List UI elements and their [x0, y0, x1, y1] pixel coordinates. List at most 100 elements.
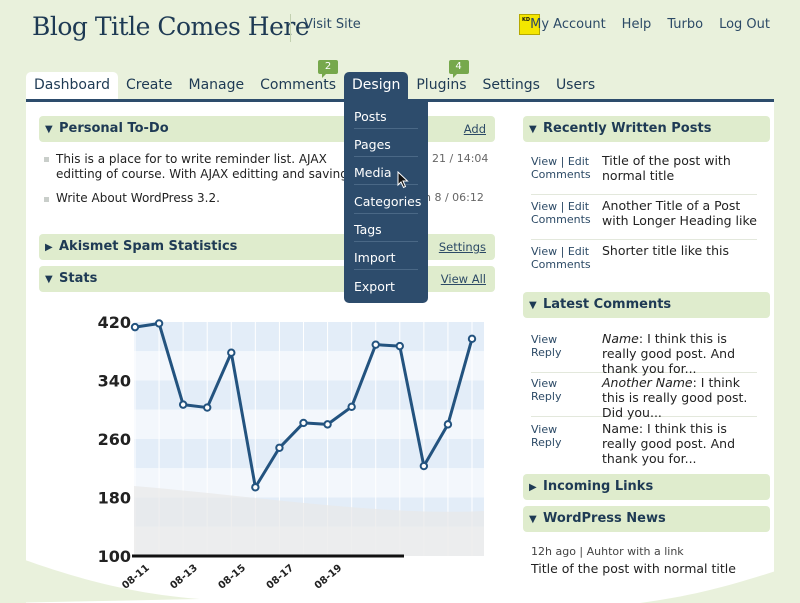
turbo-link[interactable]: Turbo	[667, 17, 704, 32]
view-link[interactable]: View	[531, 423, 558, 436]
y-tick-label: 100	[98, 547, 131, 566]
dashboard-content: ▼ Personal To-Do Add This is a place for …	[26, 102, 774, 603]
comment-row-links: View Reply	[531, 423, 597, 449]
tab-settings[interactable]: Settings	[475, 72, 548, 100]
comment-excerpt[interactable]: Name: I think this is really good post. …	[602, 421, 762, 466]
tab-design[interactable]: Design	[344, 72, 409, 100]
recent-posts-title: Recently Written Posts	[543, 121, 712, 136]
collapse-down-icon[interactable]: ▼	[45, 124, 53, 135]
comment-row: View Reply Another Name: I think this is …	[531, 375, 757, 420]
page-bottom-wave	[0, 551, 800, 603]
todo-item[interactable]: This is a place for to write reminder li…	[56, 152, 352, 181]
comments-link[interactable]: Comments	[531, 258, 591, 271]
tab-dashboard[interactable]: Dashboard	[26, 72, 118, 100]
comment-excerpt[interactable]: Name: I think this is really good post. …	[602, 331, 762, 376]
tab-label: Plugins	[416, 77, 467, 93]
reply-link[interactable]: Reply	[531, 346, 562, 359]
bullet-icon	[44, 197, 49, 202]
todo-item[interactable]: Write About WordPress 3.2.	[56, 191, 220, 205]
menu-item-media[interactable]: Media	[354, 157, 418, 185]
news-meta[interactable]: 12h ago | Auhtor with a link	[531, 545, 684, 558]
recent-post-row: View | Edit Comments Shorter title like t…	[531, 243, 757, 274]
reply-link[interactable]: Reply	[531, 436, 562, 449]
incoming-links-title: Incoming Links	[543, 479, 654, 494]
y-tick-label: 260	[98, 430, 131, 449]
tab-manage[interactable]: Manage	[181, 72, 253, 100]
comment-row: View Reply Name: I think this is really g…	[531, 421, 757, 466]
incoming-links-box-header[interactable]: ▶ Incoming Links	[523, 474, 770, 500]
data-point	[395, 341, 404, 351]
data-point	[443, 420, 453, 429]
comments-count-badge: 2	[318, 60, 339, 78]
bullet-icon	[44, 157, 49, 162]
akismet-settings-link[interactable]: Settings	[438, 240, 486, 254]
recent-posts-box-header[interactable]: ▼ Recently Written Posts	[523, 116, 770, 142]
view-link[interactable]: View	[531, 377, 558, 390]
blog-title[interactable]: Blog Title Comes Here	[32, 12, 310, 41]
data-point	[227, 348, 236, 357]
view-link[interactable]: View	[531, 333, 558, 346]
view-link[interactable]: View	[531, 245, 558, 258]
expand-right-icon[interactable]: ▶	[45, 242, 53, 253]
tab-label: Comments	[260, 77, 337, 93]
comment-text: Name: I think this is really good post. …	[602, 421, 736, 466]
recent-post-row: View | Edit Comments Title of the post wi…	[531, 153, 757, 195]
view-link[interactable]: View	[531, 200, 558, 213]
comment-excerpt[interactable]: Another Name: I think this is really goo…	[602, 375, 762, 420]
tab-users[interactable]: Users	[548, 72, 603, 100]
post-title[interactable]: Title of the post with normal title	[602, 153, 731, 183]
edit-link[interactable]: Edit	[567, 245, 590, 258]
post-title[interactable]: Shorter title like this	[602, 243, 729, 258]
collapse-down-icon[interactable]: ▼	[529, 514, 537, 525]
wordpress-news-box-header[interactable]: ▼ WordPress News	[523, 506, 770, 532]
tab-label: Manage	[188, 77, 245, 93]
latest-comments-title: Latest Comments	[543, 297, 672, 312]
data-point	[323, 420, 332, 429]
post-row-links: View | Edit Comments	[531, 200, 591, 226]
data-point	[203, 403, 212, 412]
tab-comments[interactable]: Comments 2	[252, 60, 344, 100]
commenter-name: Another Name	[602, 375, 693, 390]
data-point	[178, 400, 188, 409]
menu-item-tags[interactable]: Tags	[354, 214, 418, 242]
stats-title: Stats	[59, 271, 98, 286]
comments-link[interactable]: Comments	[531, 213, 591, 226]
news-item-title[interactable]: Title of the post with normal title	[531, 561, 736, 576]
visit-site-link[interactable]: Visit Site	[304, 17, 361, 32]
tab-label: Create	[125, 77, 173, 93]
todo-item-date: 21 / 14:04	[432, 152, 489, 165]
edit-link[interactable]: Edit	[567, 155, 590, 168]
comment-row-links: View Reply	[531, 377, 597, 403]
main-tabs: Dashboard Create Manage Comments 2 Design…	[26, 60, 603, 100]
edit-link[interactable]: Edit	[567, 200, 590, 213]
tab-plugins[interactable]: Plugins 4	[408, 60, 474, 100]
stats-view-all-link[interactable]: View All	[440, 272, 486, 286]
menu-item-pages[interactable]: Pages	[354, 129, 418, 157]
view-link[interactable]: View	[531, 155, 558, 168]
data-point	[130, 322, 140, 332]
data-point	[251, 483, 260, 492]
comments-link[interactable]: Comments	[531, 168, 591, 181]
help-link[interactable]: Help	[621, 17, 652, 32]
post-title[interactable]: Another Title of a Post with Longer Head…	[602, 198, 757, 228]
menu-item-posts[interactable]: Posts	[354, 101, 418, 129]
menu-item-export[interactable]: Export	[354, 279, 395, 294]
collapse-down-icon[interactable]: ▼	[529, 124, 537, 135]
expand-right-icon[interactable]: ▶	[529, 482, 537, 493]
log-out-link[interactable]: Log Out	[719, 17, 770, 32]
data-point	[154, 319, 164, 328]
menu-item-import[interactable]: Import	[354, 242, 418, 270]
recent-post-row: View | Edit Comments Another Title of a P…	[531, 198, 757, 240]
reply-link[interactable]: Reply	[531, 390, 562, 403]
header: Blog Title Comes Here Visit Site KD My A…	[0, 0, 800, 60]
tab-create[interactable]: Create	[118, 72, 181, 100]
todo-add-link[interactable]: Add	[463, 122, 486, 136]
comment-text: : I think this is really good post. And …	[602, 331, 736, 376]
menu-item-categories[interactable]: Categories	[354, 186, 421, 214]
my-account-link[interactable]: My Account	[530, 17, 606, 32]
latest-comments-box-header[interactable]: ▼ Latest Comments	[523, 292, 770, 318]
y-tick-label: 420	[98, 313, 131, 332]
collapse-down-icon[interactable]: ▼	[529, 300, 537, 311]
collapse-down-icon[interactable]: ▼	[45, 274, 53, 285]
